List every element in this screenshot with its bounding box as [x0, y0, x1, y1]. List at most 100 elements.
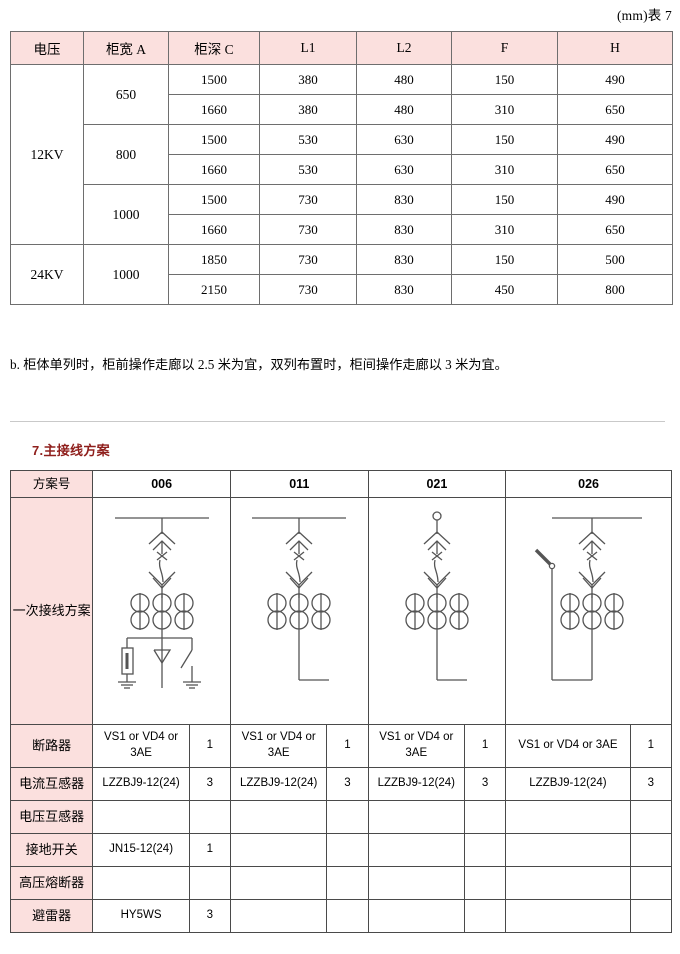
table-row: 800 1500 530 630 150 490	[11, 124, 673, 185]
breaker-qty-026: 1	[629, 724, 673, 768]
cell-h: 800	[557, 274, 673, 305]
cell-f: 150	[451, 124, 558, 155]
fuse-qty-011	[326, 866, 369, 900]
table-row: 12KV 650 1500 380 480 150 490	[10, 64, 673, 245]
cell-l2: 830	[356, 274, 452, 305]
cell-h: 490	[557, 184, 673, 215]
arrester-qty-011	[326, 899, 369, 933]
arrester-qty-026	[629, 899, 673, 933]
vt-qty-011	[326, 800, 369, 834]
one-line-diagram-021-icon	[369, 498, 506, 724]
arrester-qty-021	[463, 899, 507, 933]
cell-width: 800	[83, 124, 169, 185]
one-line-diagram-011-icon	[231, 498, 368, 724]
col-header-l1: L1	[259, 31, 357, 65]
table-row: 1000 1500 730 830 150 490	[11, 184, 673, 245]
cell-f: 150	[451, 244, 558, 275]
es-model-011	[229, 833, 328, 867]
cell-voltage: 24KV	[10, 244, 84, 305]
cell-l2: 480	[356, 94, 452, 125]
scheme-number-006: 006	[92, 470, 231, 498]
cell-l2: 830	[356, 184, 452, 215]
cell-l2: 830	[356, 244, 452, 275]
table-header-row: 电压 柜宽 A 柜深 C L1 L2 F H	[10, 31, 673, 65]
cell-f: 310	[451, 214, 558, 245]
cell-l2: 480	[356, 64, 452, 95]
arrester-qty-006: 3	[188, 899, 231, 933]
cell-depth: 1660	[168, 94, 260, 125]
ct-qty-011: 3	[326, 767, 369, 801]
cell-h: 650	[557, 214, 673, 245]
cell-l1: 380	[259, 94, 357, 125]
col-header-depth-c: 柜深 C	[168, 31, 260, 65]
dimensions-table: 电压 柜宽 A 柜深 C L1 L2 F H 12KV 650 1500 380…	[10, 31, 673, 305]
cell-h: 650	[557, 154, 673, 185]
cell-h: 490	[557, 124, 673, 155]
table-row: 1660 730 830 310 650	[11, 214, 673, 245]
col-header-f: F	[451, 31, 558, 65]
ct-model-026: LZZBJ9-12(24)	[505, 767, 631, 801]
cell-l2: 630	[356, 124, 452, 155]
row-label-arrester: 避雷器	[9, 899, 94, 933]
scheme-row-breaker: 断路器 VS1 or VD4 or 3AE 1 VS1 or VD4 or 3A…	[9, 724, 673, 768]
cell-h: 500	[557, 244, 673, 275]
cell-f: 150	[451, 184, 558, 215]
cell-f: 310	[451, 154, 558, 185]
arrester-model-006: HY5WS	[92, 899, 190, 933]
es-model-026	[505, 833, 631, 867]
col-header-voltage: 电压	[10, 31, 84, 65]
scheme-row-voltage-transformer: 电压互感器	[9, 800, 673, 834]
scheme-number-021: 021	[367, 470, 507, 498]
vt-model-026	[505, 800, 631, 834]
ct-qty-021: 3	[463, 767, 507, 801]
cell-l2: 630	[356, 154, 452, 185]
diagram-cell-026	[505, 497, 672, 725]
cell-width: 1000	[83, 244, 169, 305]
ct-model-006: LZZBJ9-12(24)	[92, 767, 190, 801]
es-model-006: JN15-12(24)	[92, 833, 190, 867]
cell-f: 450	[451, 274, 558, 305]
col-header-width-a: 柜宽 A	[83, 31, 169, 65]
section-divider	[10, 421, 665, 422]
main-wiring-scheme-table: 方案号 006 011 021 026 一次接线方案	[9, 470, 673, 933]
breaker-qty-006: 1	[188, 724, 231, 768]
cell-l1: 530	[259, 124, 357, 155]
diagram-cell-011	[229, 497, 369, 725]
col-header-h: H	[557, 31, 673, 65]
cell-l1: 380	[259, 64, 357, 95]
cell-l1: 730	[259, 244, 357, 275]
breaker-model-026: VS1 or VD4 or 3AE	[505, 724, 631, 768]
scheme-diagram-row: 一次接线方案	[9, 497, 672, 725]
cell-depth: 1850	[168, 244, 260, 275]
vt-qty-006	[188, 800, 231, 834]
row-label-earthing-switch: 接地开关	[9, 833, 94, 867]
row-label-hv-fuse: 高压熔断器	[9, 866, 94, 900]
row-label-primary-diagram: 一次接线方案	[9, 497, 94, 725]
row-label-scheme-no: 方案号	[9, 470, 94, 498]
table-row: 24KV 1000 1850 730 830 150 500	[10, 244, 673, 305]
ct-qty-026: 3	[629, 767, 673, 801]
fuse-qty-021	[463, 866, 507, 900]
col-header-l2: L2	[356, 31, 452, 65]
cell-voltage: 12KV	[10, 64, 84, 245]
cell-l1: 730	[259, 214, 357, 245]
arrester-model-026	[505, 899, 631, 933]
vt-qty-026	[629, 800, 673, 834]
es-qty-026	[629, 833, 673, 867]
table-row: 1660 530 630 310 650	[11, 154, 673, 185]
cell-f: 150	[451, 64, 558, 95]
cell-depth: 1500	[168, 124, 260, 155]
vt-model-006	[92, 800, 190, 834]
scheme-row-hv-fuse: 高压熔断器	[9, 866, 673, 900]
row-label-breaker: 断路器	[9, 724, 94, 768]
scheme-header-row: 方案号 006 011 021 026	[9, 470, 672, 498]
cell-h: 650	[557, 94, 673, 125]
breaker-model-006: VS1 or VD4 or 3AE	[92, 724, 190, 768]
cell-l1: 730	[259, 184, 357, 215]
fuse-model-006	[92, 866, 190, 900]
fuse-qty-006	[188, 866, 231, 900]
breaker-model-011: VS1 or VD4 or 3AE	[229, 724, 328, 768]
breaker-qty-011: 1	[326, 724, 369, 768]
arrester-model-011	[229, 899, 328, 933]
scheme-row-arrester: 避雷器 HY5WS 3	[9, 899, 673, 933]
